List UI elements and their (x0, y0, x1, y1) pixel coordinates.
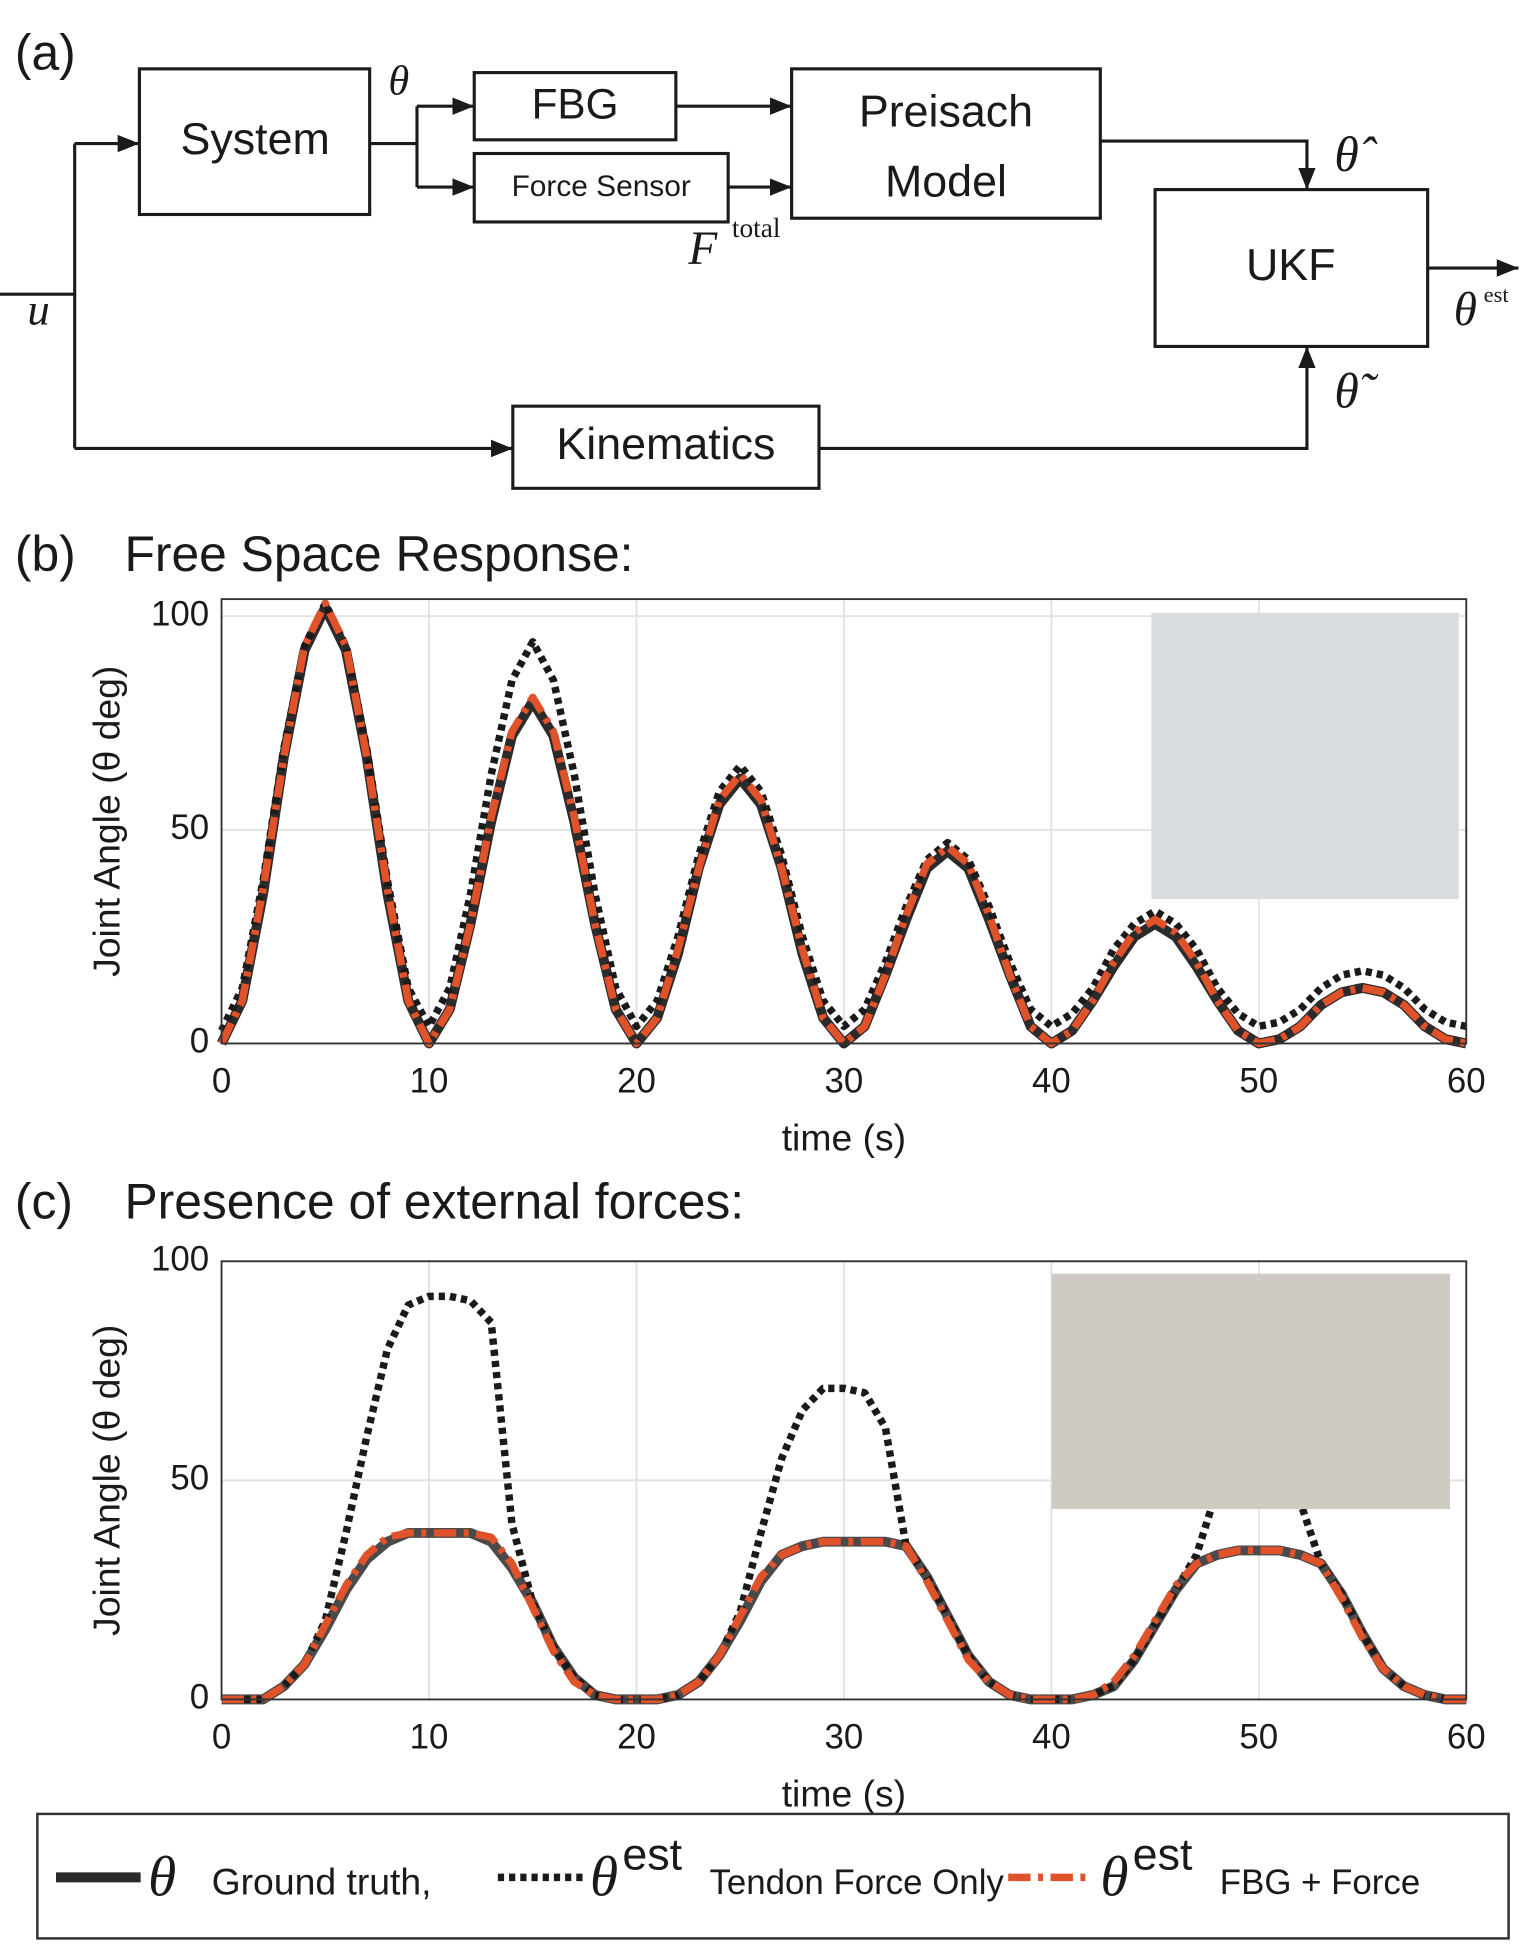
inset-photo (1051, 1273, 1451, 1509)
x-tick-label: 40 (1032, 1717, 1071, 1756)
axes-frame (220, 1260, 1468, 1701)
wire (0, 143, 77, 449)
signal-superscript: total (732, 213, 781, 243)
chart-title: Free Space Response: (124, 526, 633, 582)
x-tick-label: 60 (1447, 1717, 1486, 1756)
y-axis-label: Joint Angle (θ deg) (85, 1325, 127, 1636)
preisach-block (790, 67, 1102, 220)
arrow (819, 346, 1316, 451)
y-tick-label: 50 (170, 1459, 209, 1498)
x-tick-label: 50 (1239, 1061, 1278, 1100)
legend-label: Tendon Force Only (709, 1863, 1004, 1902)
signal-label: F (687, 223, 718, 275)
data-line (221, 1527, 1467, 1705)
block-label: Force Sensor (512, 170, 691, 203)
system-block (137, 67, 372, 217)
y-tick-label: 50 (170, 808, 209, 847)
x-axis-label: time (s) (782, 1772, 906, 1814)
x-tick-label: 40 (1032, 1061, 1071, 1100)
signal-label: θ̂ (1334, 127, 1377, 182)
block-label: Preisach (859, 87, 1033, 137)
y-tick-label: 100 (151, 594, 209, 633)
y-axis-label: Joint Angle (θ deg) (85, 666, 127, 977)
legend-superscript: est (1133, 1829, 1193, 1879)
y-tick-label: 0 (190, 1678, 209, 1717)
x-tick-label: 10 (410, 1061, 449, 1100)
chart-title: Presence of external forces: (124, 1173, 744, 1229)
x-tick-label: 20 (617, 1717, 656, 1756)
arrow (1100, 139, 1316, 190)
signal-label: u (27, 284, 49, 334)
legend-symbol: θ (590, 1846, 618, 1909)
legend-box (36, 1812, 1510, 1940)
block-label: FBG (532, 81, 619, 128)
block-label: Kinematics (556, 419, 775, 469)
y-tick-label: 100 (151, 1239, 209, 1278)
block-label: Model (885, 156, 1007, 206)
legend-label: Ground truth, (212, 1861, 432, 1903)
x-tick-label: 60 (1447, 1061, 1486, 1100)
signal-label: θ̃ (1334, 364, 1378, 419)
inset-photo (1151, 612, 1459, 900)
panel-label: (a) (15, 25, 76, 81)
panel-label: (b) (15, 526, 76, 582)
signal-label: θ (388, 58, 409, 105)
x-tick-label: 30 (825, 1061, 864, 1100)
signal-label: θ (1454, 284, 1477, 336)
signal-superscript: est (1484, 282, 1510, 307)
legend-symbol: θ (148, 1846, 176, 1909)
charts: (b) Free Space Response: 0 10 20 30 40 50 60 0 50 1… (15, 526, 1486, 1814)
x-tick-label: 10 (410, 1717, 449, 1756)
axes-frame (220, 598, 1468, 1045)
block-diagram: (a) System FBG Force Sensor Preisach Mod… (0, 25, 1519, 490)
legend-superscript: est (622, 1829, 682, 1879)
x-tick-label: 50 (1239, 1717, 1278, 1756)
x-axis-label: time (s) (782, 1116, 906, 1158)
x-tick-label: 0 (212, 1061, 231, 1100)
legend-symbol: θ (1100, 1846, 1128, 1909)
wire (369, 106, 419, 188)
data-line (218, 599, 1468, 1033)
y-tick-label: 0 (190, 1022, 209, 1061)
block-label: System (180, 114, 329, 164)
legend-label: FBG + Force (1220, 1863, 1420, 1902)
x-tick-label: 20 (617, 1061, 656, 1100)
x-tick-label: 0 (212, 1717, 231, 1756)
block-label: UKF (1246, 240, 1336, 290)
x-tick-label: 30 (825, 1717, 864, 1756)
panel-label: (c) (15, 1173, 73, 1229)
